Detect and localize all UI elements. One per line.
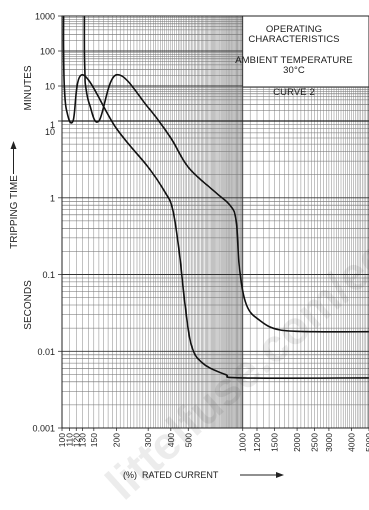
y-tick-label-minutes: 100 <box>40 47 55 57</box>
x-tick-label: 150 <box>89 433 99 447</box>
x-tick-label: 1200 <box>252 433 262 452</box>
x-tick-label: 100 <box>57 433 67 447</box>
annotation-line-5: CURVE 2 <box>273 87 315 98</box>
x-tick-label: 1500 <box>270 433 280 452</box>
y-tick-label-seconds: 0.01 <box>37 347 55 357</box>
annotation-line-2: CHARACTERISTICS <box>248 34 340 45</box>
x-tick-label: 500 <box>183 433 193 447</box>
y-tick-label-seconds: 0.001 <box>32 424 55 434</box>
y-tick-label-minutes: 1000 <box>35 12 55 22</box>
y-tick-label-minutes: 1 <box>50 120 55 130</box>
y-axis-label-minutes: MINUTES <box>23 65 34 110</box>
x-tick-label: 5000 <box>364 433 369 452</box>
annotation-line-3: AMBIENT TEMPERATURE <box>235 55 353 66</box>
x-axis-arrow <box>240 472 284 478</box>
annotation-line-1: OPERATING <box>265 24 323 35</box>
y-tick-label-seconds: 0.1 <box>42 270 55 280</box>
y-tick-label-minutes: 10 <box>45 82 55 92</box>
y-tick-label-seconds: 10 <box>45 127 55 137</box>
y-axis-label-seconds: SECONDS <box>23 280 34 330</box>
x-tick-label: 120 <box>71 433 81 447</box>
y-axis-title: TRIPPING TIME <box>9 175 20 249</box>
x-tick-label: 2500 <box>310 433 320 452</box>
y-axis-arrow <box>10 141 17 174</box>
curve-2 <box>62 15 369 379</box>
x-tick-label: 3000 <box>324 433 334 452</box>
x-tick-label: 110 <box>65 433 75 447</box>
plot-frame <box>61 15 369 429</box>
x-tick-label: 2000 <box>292 433 302 452</box>
annotation-line-4: 30°C <box>283 65 305 76</box>
x-tick-label: 130 <box>78 433 88 447</box>
x-tick-label: 400 <box>166 433 176 447</box>
curves <box>62 15 369 379</box>
annotation-box <box>242 15 369 88</box>
curve-1 <box>83 15 369 333</box>
x-axis-title: (%) RATED CURRENT <box>123 470 219 480</box>
x-tick-label: 200 <box>111 433 121 447</box>
x-tick-label: 1000 <box>238 433 248 452</box>
y-tick-label-seconds: 1 <box>50 193 55 203</box>
x-tick-label: 4000 <box>347 433 357 452</box>
x-tick-label: 300 <box>143 433 153 447</box>
